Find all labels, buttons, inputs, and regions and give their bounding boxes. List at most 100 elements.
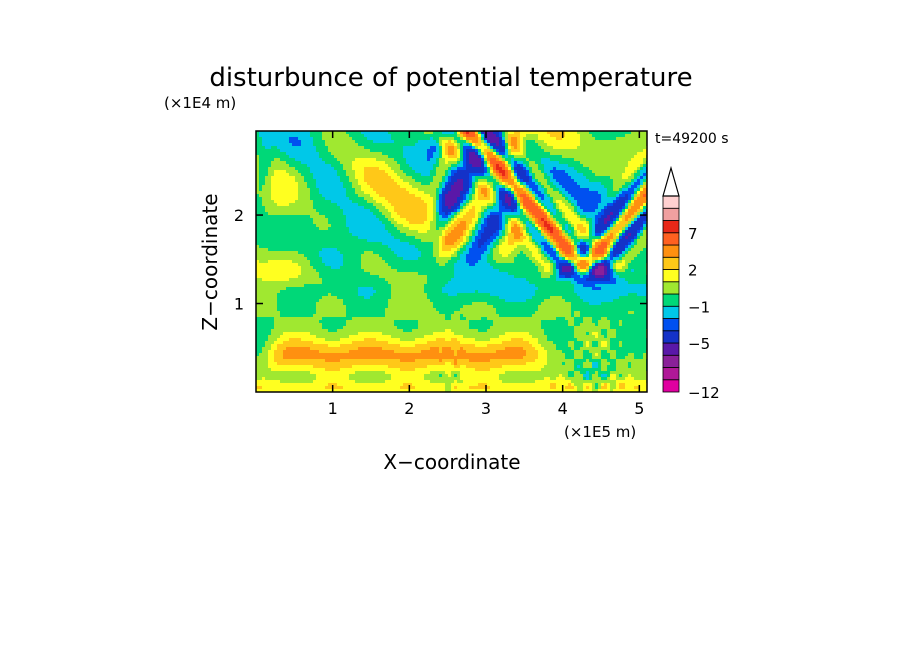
contour-cell xyxy=(292,167,295,170)
contour-cell xyxy=(466,155,469,158)
contour-cell xyxy=(463,134,466,137)
contour-cell xyxy=(634,182,637,185)
contour-cell xyxy=(283,182,286,185)
contour-cell xyxy=(634,203,637,206)
contour-cell xyxy=(355,185,358,188)
contour-cell xyxy=(343,155,346,158)
contour-cell xyxy=(346,233,349,236)
contour-cell xyxy=(310,176,313,179)
contour-cell xyxy=(382,167,385,170)
contour-cell xyxy=(403,167,406,170)
contour-cell xyxy=(400,221,403,224)
contour-cell xyxy=(592,221,595,224)
contour-cell xyxy=(463,236,466,239)
contour-cell xyxy=(502,176,505,179)
contour-cell xyxy=(355,182,358,185)
contour-cell xyxy=(352,161,355,164)
contour-cell xyxy=(301,140,304,143)
contour-cell xyxy=(280,224,283,227)
contour-cell xyxy=(601,167,604,170)
contour-cell xyxy=(373,200,376,203)
contour-cell xyxy=(535,155,538,158)
contour-cell xyxy=(547,191,550,194)
contour-cell xyxy=(631,206,634,209)
contour-cell xyxy=(424,179,427,182)
contour-cell xyxy=(271,197,274,200)
contour-cell xyxy=(469,224,472,227)
contour-cell xyxy=(529,134,532,137)
contour-cell xyxy=(373,227,376,230)
contour-cell xyxy=(403,134,406,137)
contour-cell xyxy=(607,236,610,239)
contour-cell xyxy=(460,242,463,245)
contour-cell xyxy=(292,245,295,248)
contour-cell xyxy=(376,233,379,236)
contour-cell xyxy=(280,134,283,137)
contour-cell xyxy=(316,167,319,170)
contour-cell xyxy=(595,176,598,179)
contour-cell xyxy=(421,158,424,161)
contour-cell xyxy=(439,185,442,188)
contour-cell xyxy=(325,140,328,143)
contour-cell xyxy=(463,170,466,173)
contour-cell xyxy=(268,191,271,194)
contour-cell xyxy=(520,140,523,143)
contour-cell xyxy=(385,206,388,209)
contour-cell xyxy=(469,218,472,221)
contour-cell xyxy=(412,215,415,218)
contour-cell xyxy=(544,167,547,170)
contour-cell xyxy=(595,158,598,161)
contour-cell xyxy=(409,209,412,212)
contour-cell xyxy=(307,182,310,185)
contour-cell xyxy=(565,215,568,218)
contour-cell xyxy=(370,221,373,224)
contour-cell xyxy=(520,164,523,167)
contour-cell xyxy=(631,131,634,134)
contour-cell xyxy=(274,209,277,212)
contour-cell xyxy=(355,179,358,182)
contour-cell xyxy=(388,149,391,152)
contour-cell xyxy=(352,239,355,242)
contour-cell xyxy=(322,188,325,191)
contour-cell xyxy=(589,152,592,155)
contour-cell xyxy=(382,176,385,179)
contour-cell xyxy=(619,176,622,179)
contour-cell xyxy=(547,188,550,191)
contour-cell xyxy=(262,215,265,218)
contour-cell xyxy=(349,209,352,212)
contour-cell xyxy=(538,146,541,149)
contour-cell xyxy=(487,209,490,212)
contour-cell xyxy=(313,161,316,164)
contour-cell xyxy=(337,140,340,143)
contour-cell xyxy=(430,137,433,140)
contour-cell xyxy=(424,194,427,197)
contour-cell xyxy=(583,170,586,173)
contour-cell xyxy=(433,140,436,143)
contour-cell xyxy=(640,134,643,137)
contour-cell xyxy=(595,206,598,209)
contour-cell xyxy=(292,179,295,182)
contour-cell xyxy=(439,152,442,155)
contour-cell xyxy=(544,239,547,242)
contour-cell xyxy=(391,149,394,152)
contour-cell xyxy=(643,158,646,161)
contour-cell xyxy=(538,185,541,188)
contour-cell xyxy=(307,170,310,173)
contour-cell xyxy=(289,209,292,212)
contour-cell xyxy=(442,176,445,179)
contour-cell xyxy=(283,161,286,164)
contour-cell xyxy=(499,200,502,203)
contour-cell xyxy=(616,143,619,146)
contour-cell xyxy=(577,182,580,185)
contour-cell xyxy=(454,146,457,149)
contour-cell xyxy=(430,140,433,143)
contour-cell xyxy=(283,146,286,149)
contour-cell xyxy=(436,233,439,236)
contour-cell xyxy=(322,194,325,197)
contour-cell xyxy=(376,137,379,140)
contour-cell xyxy=(613,143,616,146)
contour-cell xyxy=(343,137,346,140)
contour-cell xyxy=(361,143,364,146)
contour-cell xyxy=(337,185,340,188)
contour-cell xyxy=(295,188,298,191)
